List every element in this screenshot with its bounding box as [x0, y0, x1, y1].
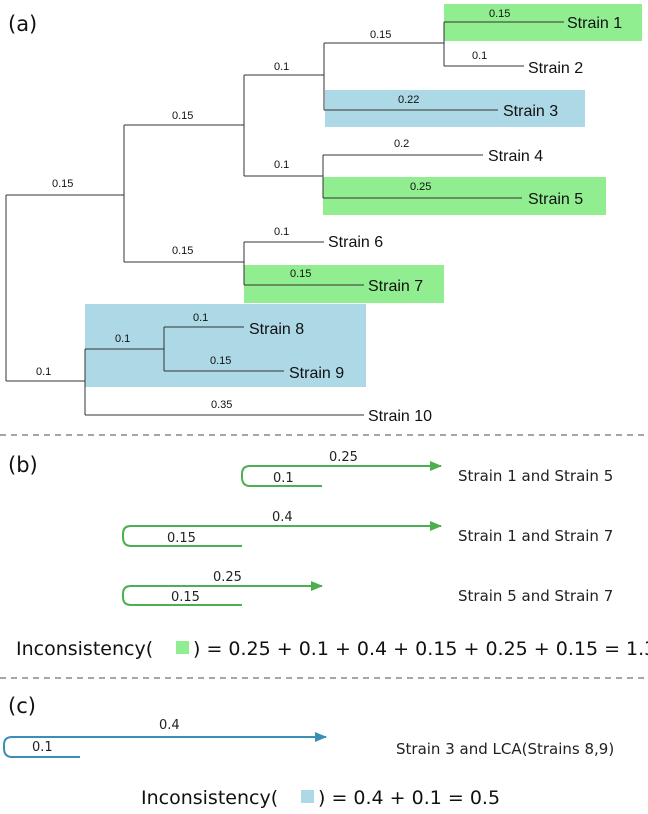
leaf-strain-6: Strain 6 — [328, 234, 383, 251]
pair-label: Strain 3 and LCA(Strains 8,9) — [396, 740, 614, 758]
branch-label-s4: 0.2 — [394, 138, 409, 150]
branch-label-s5: 0.25 — [410, 181, 431, 193]
branch-label-s3: 0.22 — [398, 94, 419, 106]
branch-label-s89: 0.1 — [115, 333, 130, 345]
branch-label-s6: 0.1 — [274, 226, 289, 238]
panel-label-b: (b) — [8, 453, 38, 477]
branch-label-s2: 0.1 — [472, 50, 487, 62]
branch-label-s9: 0.15 — [210, 355, 231, 367]
leaf-strain-10: Strain 10 — [368, 408, 432, 425]
path-strain1-strain5: 0.25 0.1 Strain 1 and Strain 5 — [242, 450, 613, 486]
leaf-strain-9: Strain 9 — [289, 365, 344, 382]
inconsistency-formula-b-suffix: ) = 0.25 + 0.1 + 0.4 + 0.15 + 0.25 + 0.1… — [193, 638, 648, 660]
path-strain5-strain7: 0.25 0.15 Strain 5 and Strain 7 — [123, 570, 613, 605]
panel-label-c: (c) — [8, 694, 36, 718]
branch-label-top: 0.1 — [274, 61, 289, 73]
branch-label-s10: 0.35 — [211, 399, 232, 411]
leaf-strain-7: Strain 7 — [368, 278, 423, 295]
branch-label-upper: 0.15 — [172, 110, 193, 122]
path-long-label: 0.25 — [329, 450, 358, 465]
blue-swatch — [301, 790, 314, 803]
path-arrow — [123, 586, 322, 605]
branch-label-s1: 0.15 — [489, 8, 510, 20]
inconsistency-formula-b-prefix: Inconsistency( — [16, 638, 153, 660]
leaf-strain-2: Strain 2 — [528, 60, 583, 77]
path-long-label: 0.4 — [272, 510, 293, 525]
inconsistency-formula-c-prefix: Inconsistency( — [141, 787, 278, 809]
leaf-strain-1: Strain 1 — [567, 15, 622, 32]
leaf-strain-4: Strain 4 — [488, 148, 543, 165]
leaf-strain-8: Strain 8 — [249, 321, 304, 338]
branch-label-root: 0.15 — [52, 178, 73, 190]
branch-label-s67: 0.15 — [172, 245, 193, 257]
pair-label: Strain 1 and Strain 7 — [458, 527, 613, 545]
path-short-label: 0.1 — [32, 740, 53, 755]
path-arrow — [242, 466, 441, 486]
path-long-label: 0.4 — [159, 718, 180, 733]
pair-label: Strain 1 and Strain 5 — [458, 467, 613, 485]
panel-label-a: (a) — [8, 12, 37, 36]
path-strain3-lca89: 0.4 0.1 Strain 3 and LCA(Strains 8,9) — [4, 718, 614, 758]
path-short-label: 0.15 — [171, 590, 200, 605]
branch-label-s12: 0.15 — [370, 29, 391, 41]
leaf-strain-3: Strain 3 — [503, 103, 558, 120]
pair-label: Strain 5 and Strain 7 — [458, 587, 613, 605]
path-strain1-strain7: 0.4 0.15 Strain 1 and Strain 7 — [123, 510, 613, 546]
branch-label-s45: 0.1 — [274, 159, 289, 171]
branch-label-s8: 0.1 — [193, 312, 208, 324]
path-short-label: 0.15 — [167, 531, 196, 546]
path-long-label: 0.25 — [213, 570, 242, 585]
leaf-strain-5: Strain 5 — [528, 191, 583, 208]
branch-label-s7: 0.15 — [290, 268, 311, 280]
path-short-label: 0.1 — [273, 471, 294, 486]
branch-label-outgroup: 0.1 — [36, 366, 51, 378]
inconsistency-formula-c-suffix: ) = 0.4 + 0.1 = 0.5 — [318, 787, 500, 809]
green-swatch — [176, 641, 189, 654]
